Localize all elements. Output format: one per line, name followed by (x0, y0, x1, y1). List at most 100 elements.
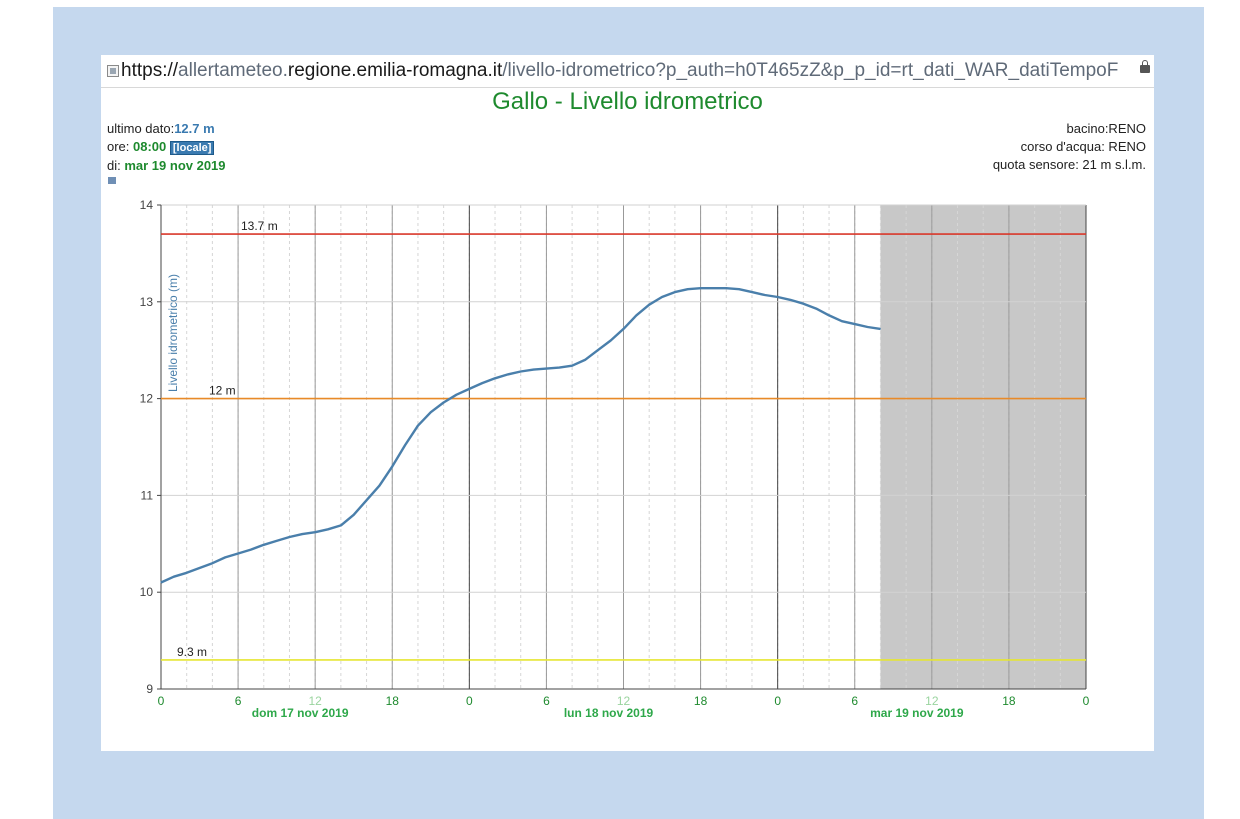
x-tick-label: 6 (543, 694, 550, 708)
x-tick-label: 18 (386, 694, 400, 708)
data-point (700, 287, 702, 289)
data-point (391, 465, 393, 467)
data-point (790, 299, 792, 301)
address-bar[interactable]: https://allertameteo.regione.emilia-roma… (101, 55, 1154, 88)
x-tick-label: 6 (851, 694, 858, 708)
data-point (237, 552, 239, 554)
data-point (481, 382, 483, 384)
data-point (738, 288, 740, 290)
browser-window: https://allertameteo.regione.emilia-roma… (101, 55, 1154, 751)
y-tick-label: 11 (141, 488, 154, 502)
data-point (815, 308, 817, 310)
data-point (173, 576, 175, 578)
data-point (674, 291, 676, 293)
data-point (725, 287, 727, 289)
time-value: 08:00 (133, 139, 167, 154)
x-tick-label: 0 (1083, 694, 1090, 708)
data-point (186, 572, 188, 574)
data-point (327, 528, 329, 530)
last-value-label: ultimo dato: (107, 121, 175, 136)
data-point (468, 388, 470, 390)
data-point (610, 340, 612, 342)
data-point (314, 531, 316, 533)
data-point (584, 359, 586, 361)
data-point (224, 556, 226, 558)
day-label: lun 18 nov 2019 (564, 706, 654, 720)
url-text[interactable]: https://allertameteo.regione.emilia-roma… (121, 55, 1118, 87)
data-point (648, 304, 650, 306)
data-point (340, 524, 342, 526)
data-point (160, 582, 162, 584)
url-domain: regione.emilia-romagna.it (287, 60, 503, 81)
data-point (494, 377, 496, 379)
data-point (623, 328, 624, 330)
x-tick-label: 12 (617, 694, 631, 708)
x-tick-label: 0 (158, 694, 165, 708)
data-point (404, 444, 406, 446)
data-point (288, 536, 290, 538)
data-point (533, 369, 535, 371)
data-point (661, 296, 663, 298)
data-point (841, 320, 843, 322)
url-scheme: https:// (121, 60, 179, 81)
y-tick-label: 10 (140, 585, 154, 599)
page-icon (107, 65, 119, 77)
sensor-altitude: quota sensore: 21 m s.l.m. (992, 157, 1146, 172)
locale-tag[interactable]: [locale] (169, 141, 215, 155)
y-tick-label: 12 (140, 392, 154, 406)
data-point (712, 287, 714, 289)
data-point (687, 288, 689, 290)
day-label: mar 19 nov 2019 (870, 706, 964, 720)
x-tick-label: 0 (774, 694, 781, 708)
data-point (764, 294, 766, 296)
chart-title: Gallo - Livello idrometrico (492, 88, 763, 115)
data-point (378, 485, 380, 487)
x-tick-label: 12 (925, 694, 939, 708)
data-point (276, 540, 278, 542)
data-point (353, 514, 355, 516)
series-points (160, 287, 881, 584)
data-point (263, 544, 265, 546)
broken-image-icon (108, 177, 116, 184)
data-point (558, 367, 560, 369)
data-point (751, 291, 753, 293)
threshold-label: 9.3 m (177, 645, 207, 659)
data-point (545, 368, 547, 370)
last-value-row: ultimo dato:12.7 m (107, 120, 226, 138)
x-tick-label: 6 (235, 694, 242, 708)
data-point (199, 567, 201, 569)
last-value: 12.7 m (174, 121, 215, 136)
x-tick-label: 0 (466, 694, 473, 708)
watercourse: corso d'acqua: RENO (1020, 139, 1146, 154)
x-tick-label: 18 (1002, 694, 1016, 708)
time-label: ore: (107, 139, 134, 154)
date-value: mar 19 nov 2019 (124, 158, 226, 173)
time-row: ore: 08:00 [locale] (107, 138, 226, 157)
x-tick-label: 18 (694, 694, 708, 708)
data-point (867, 326, 869, 328)
data-point (211, 562, 213, 564)
data-point (828, 314, 830, 316)
data-point (443, 401, 445, 403)
y-tick-label: 13 (140, 295, 154, 309)
lock-icon (1140, 60, 1150, 73)
data-point (802, 303, 804, 305)
basin: bacino:RENO (1066, 121, 1146, 136)
station-info-right: bacino:RENO corso d'acqua: RENO quota se… (993, 120, 1146, 174)
url-subdomain: allertameteo. (178, 60, 288, 81)
station-info-left: ultimo dato:12.7 m ore: 08:00 [locale] d… (107, 120, 226, 175)
day-label: dom 17 nov 2019 (252, 706, 349, 720)
y-tick-label: 9 (146, 682, 153, 696)
url-path: /livello-idrometrico?p_auth=h0T465zZ&p_p… (502, 60, 1119, 81)
level-chart: 13.7 m 12 m 9.3 m 9 10 11 12 13 14 Livello idrome… (140, 198, 1090, 720)
data-point (854, 323, 856, 325)
data-point (507, 373, 509, 375)
data-point (571, 365, 573, 367)
data-point (250, 549, 252, 551)
date-row: di: mar 19 nov 2019 (107, 157, 226, 175)
data-point (879, 328, 881, 330)
data-point (597, 349, 599, 351)
threshold-label: 12 m (209, 384, 236, 398)
data-point (777, 296, 779, 298)
y-axis-title: Livello idrometrico (m) (166, 274, 180, 392)
